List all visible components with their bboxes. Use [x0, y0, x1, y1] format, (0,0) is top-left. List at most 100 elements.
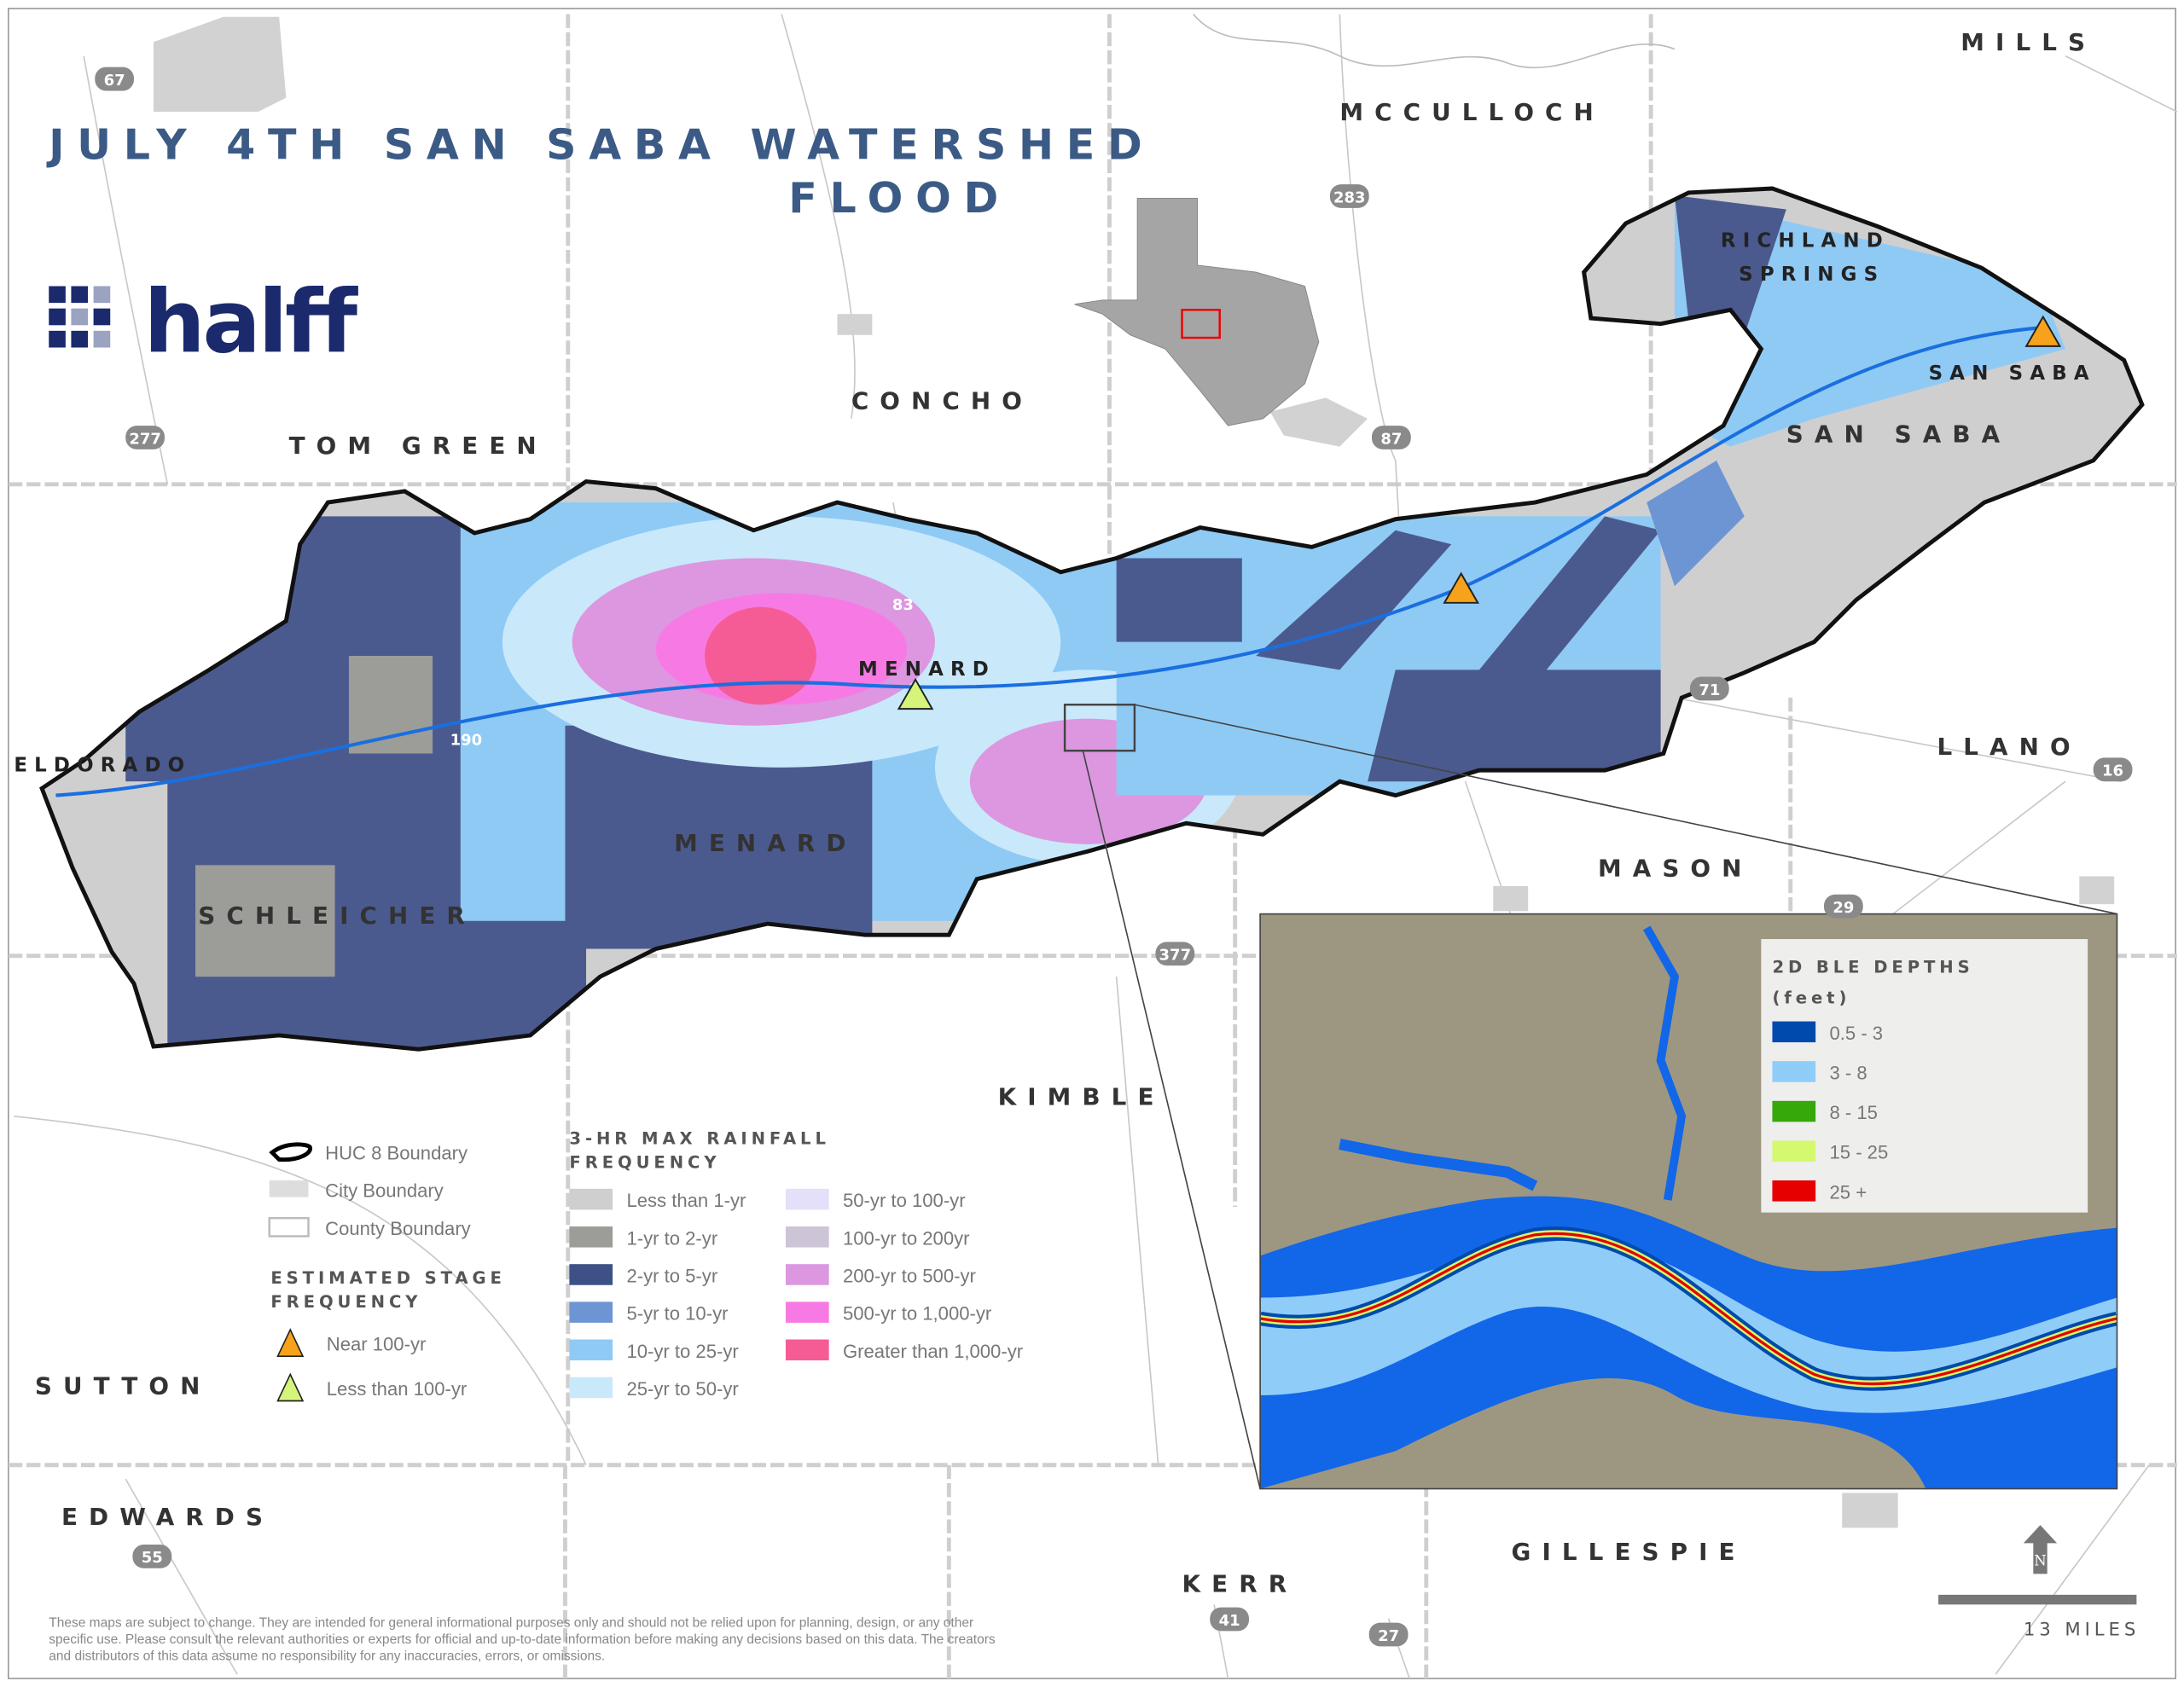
rain-legend-label: Greater than 1,000-yr [843, 1341, 1023, 1362]
huc8-boundary-swatch [269, 1142, 312, 1162]
highway-number: 283 [1333, 188, 1366, 206]
city-label-menard: MENARD [858, 658, 996, 681]
rain-swatch [569, 1377, 613, 1399]
legend-huc8-label: HUC 8 Boundary [325, 1143, 468, 1164]
inset-callout [1063, 704, 2117, 1489]
rain-legend-label: 5-yr to 10-yr [626, 1303, 728, 1325]
depth-swatch [1772, 1100, 1816, 1122]
legend-stage-near: Near 100-yr [327, 1334, 427, 1355]
highway-shield-377: 377 [1155, 942, 1195, 966]
depth-swatch [1772, 1021, 1816, 1043]
legend-rain-title: 3-HR MAX RAINFALL [569, 1129, 829, 1149]
city-label-san-saba: SAN SABA [1929, 362, 2096, 385]
highway-number: 16 [2102, 762, 2123, 780]
highway-number: 277 [129, 430, 161, 448]
depth-legend-label: 25 + [1830, 1181, 1867, 1203]
depth-legend-label: 0.5 - 3 [1830, 1023, 1884, 1044]
highway-shield-190: 190 [450, 732, 483, 750]
gauge-markers [897, 315, 2062, 710]
highway-number: 83 [892, 596, 914, 614]
county-label-schleicher: SCHLEICHER [198, 901, 476, 930]
county-label-llano: LLANO [1937, 733, 2081, 761]
city-labels: RICHLAND SPRINGS SAN SABA MENARD ELDORAD… [14, 230, 2096, 777]
highway-shield-87: 87 [1371, 426, 1411, 449]
rain-legend-label: 2-yr to 5-yr [626, 1265, 717, 1286]
highway-number: 87 [1380, 430, 1402, 448]
disclaimer-line: These maps are subject to change. They a… [49, 1615, 973, 1630]
north-arrow: N [2023, 1525, 2058, 1574]
highway-shield-277: 277 [125, 426, 166, 449]
legend-stage-title-2: FREQUENCY [270, 1292, 421, 1312]
rain-swatch [785, 1264, 829, 1285]
near-100yr-triangle-icon [276, 1328, 305, 1357]
highway-shield-16: 16 [2093, 757, 2133, 782]
city-boundary-swatch [269, 1180, 309, 1197]
highway-shield-283: 283 [1329, 184, 1369, 208]
rain-legend-label: 100-yr to 200yr [843, 1227, 969, 1249]
highway-shield-67: 67 [95, 67, 135, 91]
legend-city-label: City Boundary [325, 1180, 444, 1202]
legend-stage-less: Less than 100-yr [327, 1378, 467, 1400]
city-label-richland: RICHLAND [1721, 230, 1890, 252]
county-label-mason: MASON [1598, 854, 1753, 882]
rain-swatch [569, 1226, 613, 1248]
north-arrow-label: N [2034, 1553, 2046, 1569]
county-label-mcculloch: MCCULLOCH [1339, 98, 1605, 126]
halff-logo: halff [49, 271, 362, 372]
rain-legend-label: 50-yr to 100-yr [843, 1190, 966, 1211]
city-label-springs: SPRINGS [1739, 264, 1885, 286]
highway-shield-27: 27 [1368, 1622, 1409, 1647]
rain-swatch [785, 1301, 829, 1323]
county-labels: MILLS MCCULLOCH CONCHO TOM GREEN SAN SAB… [35, 28, 2096, 1598]
texas-locator-map [1074, 197, 1320, 426]
highway-shield-83: 83 [892, 596, 914, 614]
rain-swatch [569, 1264, 613, 1285]
rain-swatch [785, 1339, 829, 1361]
map-frame [7, 8, 2177, 1679]
county-label-tom-green: TOM GREEN [289, 432, 548, 460]
legend-stage-title: ESTIMATED STAGE [270, 1268, 506, 1288]
inset-map [1260, 913, 2117, 1489]
county-label-kerr: KERR [1182, 1570, 1298, 1598]
depth-legend-label: 8 - 15 [1830, 1102, 1878, 1123]
highway-number: 27 [1378, 1627, 1399, 1645]
county-boundary-swatch [268, 1216, 310, 1238]
depth-swatch [1772, 1180, 1816, 1202]
rain-swatch [569, 1301, 613, 1323]
legend: HUC 8 Boundary City Boundary County Boun… [268, 1129, 1023, 1402]
rain-swatch [785, 1226, 829, 1248]
county-label-concho: CONCHO [851, 386, 1033, 415]
disclaimer: These maps are subject to change. They a… [49, 1615, 996, 1663]
inset-legend-unit: (feet) [1772, 988, 1850, 1007]
scale-bar: 13 MILES [1938, 1594, 2137, 1640]
county-label-mills: MILLS [1960, 28, 2096, 56]
rain-swatch [569, 1188, 613, 1210]
rain-legend-label: 200-yr to 500-yr [843, 1265, 976, 1286]
rain-swatch [785, 1188, 829, 1210]
highway-number: 377 [1159, 947, 1192, 965]
rain-legend-label: 25-yr to 50-yr [626, 1378, 738, 1400]
highway-number: 41 [1219, 1612, 1240, 1630]
city-label-eldorado: ELDORADO [14, 755, 191, 777]
map-title-line1: JULY 4TH SAN SABA WATERSHED [46, 120, 1154, 170]
county-label-sutton: SUTTON [35, 1371, 212, 1400]
study-area-marker [1181, 309, 1221, 339]
map-title-line2: FLOOD [788, 173, 1011, 223]
legend-rain-title-2: FREQUENCY [569, 1152, 720, 1172]
depth-swatch [1772, 1061, 1816, 1082]
gauge-near-100yr-san-saba [2024, 315, 2062, 347]
gauge-less-100yr-menard [897, 677, 934, 710]
county-label-gillespie: GILLESPIE [1512, 1538, 1746, 1566]
highway-shield-71: 71 [1689, 676, 1729, 701]
inset-legend-content: 2D BLE DEPTHS (feet) 0.5 - 3 3 - 8 8 - 15 1… [1772, 957, 1970, 1203]
rain-legend-label: 500-yr to 1,000-yr [843, 1303, 991, 1325]
rain-legend-label: 10-yr to 25-yr [626, 1341, 738, 1362]
highway-shields: 67 283 277 87 83 190 71 16 29 377 55 41 27 [95, 67, 2133, 1647]
highway-number: 55 [142, 1549, 163, 1567]
highway-shield-29: 29 [1823, 894, 1863, 919]
legend-county-label: County Boundary [325, 1218, 471, 1239]
disclaimer-line: and distributors of this data assume no … [49, 1649, 605, 1664]
rain-legend-label: 1-yr to 2-yr [626, 1227, 717, 1249]
highway-number: 67 [104, 72, 125, 90]
